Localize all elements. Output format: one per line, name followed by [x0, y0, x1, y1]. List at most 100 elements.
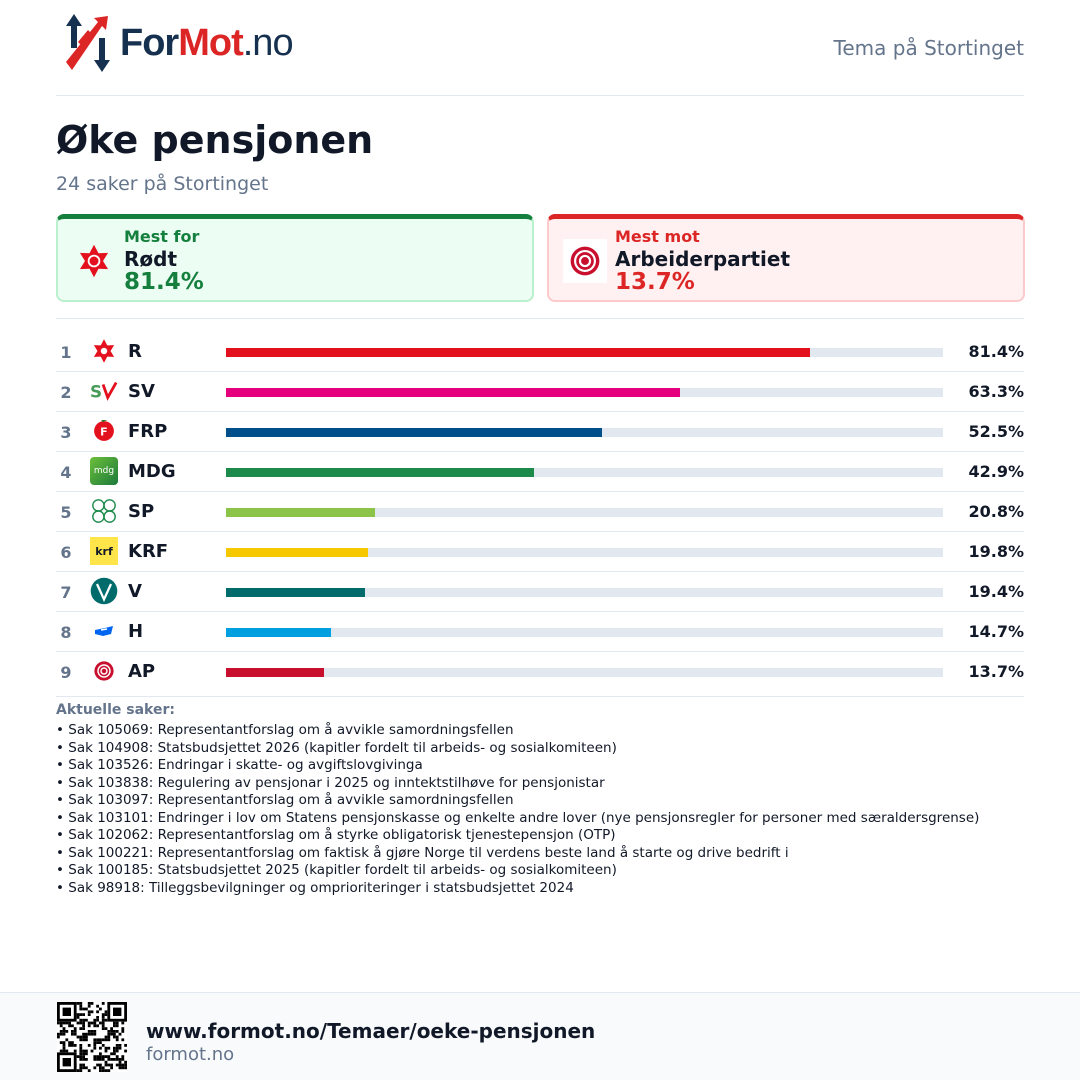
sp-clover-icon [90, 497, 118, 525]
case-item[interactable]: • Sak 98918: Tilleggsbevilgninger og omp… [56, 879, 574, 896]
party-row-ap[interactable]: 9 AP 13.7% [56, 652, 1024, 692]
party-rank: 7 [60, 583, 72, 602]
most-for-pct: 81.4% [124, 269, 204, 295]
party-pct: 52.5% [968, 422, 1024, 441]
party-list: 1 R 81.4% 2 S SV 63.3% 3 F FRP 52.5% 4 mdg … [56, 332, 1024, 692]
party-bar-track [226, 348, 943, 357]
party-bar-track [226, 508, 943, 517]
party-abbr: H [128, 621, 144, 642]
party-pct: 14.7% [968, 622, 1024, 641]
mdg-logo-icon: mdg [90, 457, 118, 485]
party-pct: 63.3% [968, 382, 1024, 401]
party-row-sp[interactable]: 5 SP 20.8% [56, 492, 1024, 532]
party-abbr: KRF [128, 541, 169, 562]
party-pct: 19.8% [968, 542, 1024, 561]
rodt-star-icon [90, 337, 118, 365]
page-subtitle: 24 saker på Stortinget [56, 173, 269, 195]
party-bar-fill [226, 628, 332, 637]
party-pct: 19.4% [968, 582, 1024, 601]
page-title: Øke pensjonen [56, 118, 374, 162]
cases-section: Aktuelle saker: • Sak 105069: Representa… [56, 702, 979, 897]
party-row-h[interactable]: 8 H 14.7% [56, 612, 1024, 652]
hoyre-logo-icon [90, 617, 118, 645]
party-bar-fill [226, 468, 534, 477]
party-abbr: SV [128, 381, 155, 402]
venstre-logo-icon [90, 577, 118, 605]
divider [56, 318, 1024, 319]
party-bar-track [226, 668, 943, 677]
party-row-frp[interactable]: 3 F FRP 52.5% [56, 412, 1024, 452]
krf-logo-icon: krf [90, 537, 118, 565]
party-row-mdg[interactable]: 4 mdg MDG 42.9% [56, 452, 1024, 492]
formot-logo[interactable]: ForMot.no [62, 12, 294, 74]
domain-label: formot.no [146, 1044, 235, 1065]
party-abbr: AP [128, 661, 156, 682]
party-bar-track [226, 628, 943, 637]
most-for-party: Rødt [124, 247, 178, 271]
case-item[interactable]: • Sak 103097: Representantforslag om å a… [56, 792, 514, 808]
party-bar-track [226, 428, 943, 437]
case-item[interactable]: • Sak 104908: Statsbudsjettet 2026 (kapi… [56, 739, 617, 756]
party-row-krf[interactable]: 6 krf KRF 19.8% [56, 532, 1024, 572]
party-row-sv[interactable]: 2 S SV 63.3% [56, 372, 1024, 412]
party-bar-track [226, 388, 943, 397]
party-abbr: MDG [128, 461, 176, 482]
party-bar-fill [226, 388, 680, 397]
party-abbr: R [128, 341, 142, 362]
party-rank: 5 [60, 503, 72, 522]
sv-logo-icon: S [90, 377, 118, 405]
footer: www.formot.no/Temaer/oeke-pensjonen form… [0, 992, 1080, 1080]
party-abbr: V [128, 581, 142, 602]
most-for-label: Mest for [124, 227, 200, 246]
rodt-star-icon [72, 239, 116, 283]
party-bar-track [226, 468, 943, 477]
party-rank: 6 [60, 543, 72, 562]
cases-heading: Aktuelle saker: [56, 702, 175, 718]
party-bar-fill [226, 668, 325, 677]
party-bar-fill [226, 588, 366, 597]
case-item[interactable]: • Sak 100221: Representantforslag om fak… [56, 844, 789, 861]
case-item[interactable]: • Sak 100185: Statsbudsjettet 2025 (kapi… [56, 862, 617, 878]
party-rank: 2 [60, 383, 72, 402]
party-pct: 42.9% [968, 462, 1024, 481]
party-pct: 13.7% [968, 662, 1024, 681]
ap-rose-icon [90, 657, 118, 685]
party-bar-track [226, 548, 943, 557]
most-against-party: Arbeiderpartiet [615, 247, 791, 271]
party-row-v[interactable]: 7 V 19.4% [56, 572, 1024, 612]
case-item[interactable]: • Sak 103526: Endringar i skatte- og avg… [56, 757, 423, 773]
page-url[interactable]: www.formot.no/Temaer/oeke-pensjonen [146, 1019, 596, 1043]
qr-code-icon[interactable] [57, 1002, 127, 1072]
party-rank: 9 [60, 663, 72, 682]
party-bar-fill [226, 348, 810, 357]
svg-text:S: S [90, 382, 102, 402]
most-against-pct: 13.7% [615, 269, 695, 295]
formot-arrows-icon [66, 14, 110, 72]
party-rank: 1 [60, 343, 72, 362]
case-item[interactable]: • Sak 103838: Regulering av pensjonar i … [56, 774, 605, 791]
party-rank: 3 [60, 423, 72, 442]
most-for-card: Mest for Rødt 81.4% [56, 214, 534, 302]
frp-logo-icon: F [90, 417, 118, 445]
party-bar-fill [226, 428, 603, 437]
ap-rose-icon [563, 239, 607, 283]
case-item[interactable]: • Sak 102062: Representantforslag om å s… [56, 827, 616, 843]
most-against-label: Mest mot [615, 227, 700, 246]
divider [56, 696, 1024, 697]
case-item[interactable]: • Sak 103101: Endringer i lov om Statens… [56, 809, 980, 826]
party-rank: 8 [60, 623, 72, 642]
header: ForMot.no Tema på Stortinget [56, 0, 1024, 96]
party-pct: 20.8% [968, 502, 1024, 521]
party-bar-track [226, 588, 943, 597]
party-abbr: FRP [128, 421, 168, 442]
party-rank: 4 [60, 463, 72, 482]
party-abbr: SP [128, 501, 155, 522]
cases-list: • Sak 105069: Representantforslag om å a… [56, 722, 979, 897]
party-bar-fill [226, 548, 368, 557]
tema-label: Tema på Stortinget [833, 36, 1024, 60]
party-pct: 81.4% [968, 342, 1024, 361]
party-row-r[interactable]: 1 R 81.4% [56, 332, 1024, 372]
most-against-card: Mest mot Arbeiderpartiet 13.7% [547, 214, 1025, 302]
svg-text:F: F [100, 425, 108, 438]
case-item[interactable]: • Sak 105069: Representantforslag om å a… [56, 722, 514, 738]
